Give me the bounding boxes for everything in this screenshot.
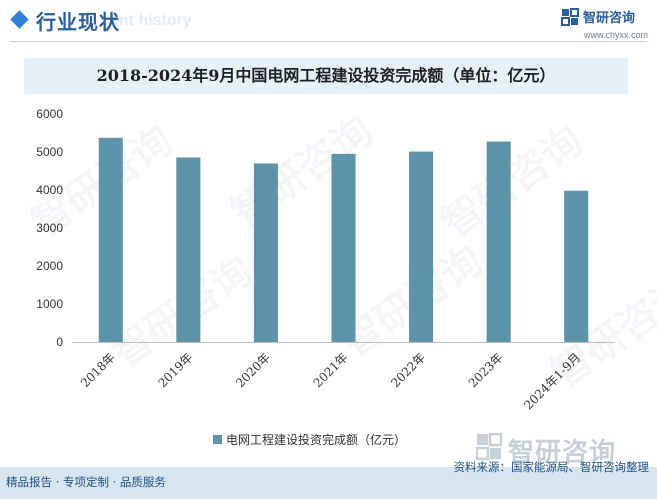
y-tick-label: 5000 bbox=[36, 145, 63, 159]
header-background-text: ent history bbox=[110, 12, 192, 29]
page-header: ent history 行业现状 智研咨询 www.chyxx.com bbox=[0, 0, 657, 44]
zhiyan-logo-icon bbox=[561, 8, 579, 26]
y-tick-label: 6000 bbox=[36, 107, 63, 121]
header-divider bbox=[10, 41, 647, 42]
logo-url: www.chyxx.com bbox=[583, 30, 648, 40]
y-tick-label: 3000 bbox=[36, 221, 63, 235]
logo-text: 智研咨询 bbox=[583, 11, 636, 26]
chart-legend: 电网工程建设投资完成额（亿元） bbox=[213, 431, 406, 447]
x-tick-label: 2018年 bbox=[78, 350, 118, 390]
legend-swatch bbox=[213, 434, 222, 444]
y-tick-label: 1000 bbox=[36, 297, 63, 311]
legend-label: 电网工程建设投资完成额（亿元） bbox=[226, 432, 407, 447]
x-tick-label: 2024年1-9月 bbox=[521, 350, 583, 412]
x-tick-label: 2023年 bbox=[466, 350, 506, 390]
zhiyan-logo-icon bbox=[476, 433, 502, 461]
bar bbox=[564, 190, 589, 342]
footer-brand: 智研咨询 bbox=[508, 438, 617, 468]
x-tick-label: 2022年 bbox=[388, 350, 428, 390]
y-tick-label: 2000 bbox=[36, 259, 63, 273]
data-source: 资料来源：国家能源局、智研咨询整理 bbox=[453, 460, 650, 474]
section-title: 行业现状 bbox=[36, 10, 120, 34]
y-tick-label: 4000 bbox=[36, 183, 63, 197]
bar bbox=[331, 153, 356, 342]
bar bbox=[486, 141, 511, 342]
footer-bar bbox=[0, 467, 657, 499]
x-tick-label: 2020年 bbox=[233, 350, 273, 390]
bar bbox=[253, 163, 278, 342]
bar bbox=[98, 137, 123, 342]
chart-title-band bbox=[24, 58, 628, 94]
footer-slogan: 精品报告 · 专项定制 · 品质服务 bbox=[6, 475, 166, 489]
y-tick-label: 0 bbox=[56, 335, 63, 349]
x-tick-label: 2019年 bbox=[155, 350, 195, 390]
bar bbox=[409, 151, 434, 342]
x-tick-label: 2021年 bbox=[311, 350, 351, 390]
chart-title: 2018-2024年9月中国电网工程建设投资完成额（单位：亿元） bbox=[96, 66, 556, 85]
bar bbox=[176, 157, 201, 342]
